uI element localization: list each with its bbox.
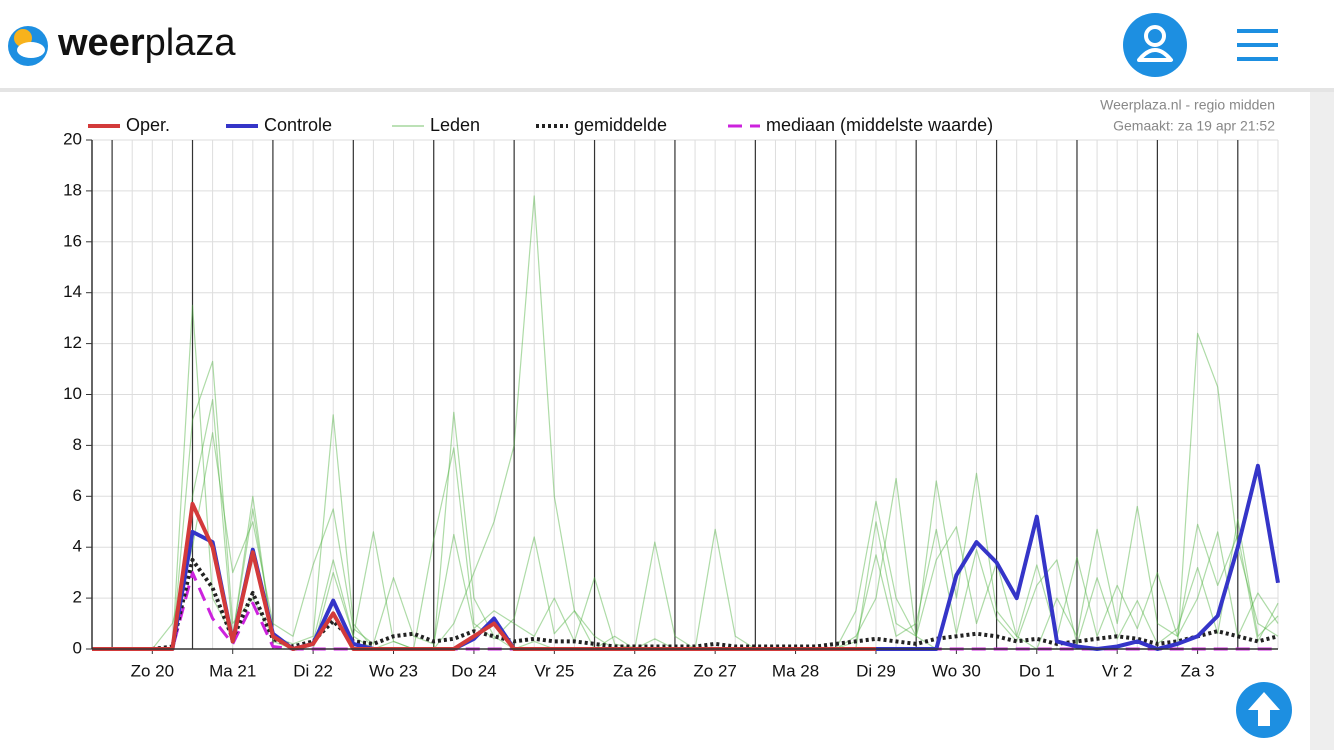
series-line bbox=[92, 557, 1279, 651]
member-line bbox=[92, 195, 1279, 650]
logo-cloud bbox=[17, 42, 45, 58]
scroll-top-arrow bbox=[1248, 692, 1280, 726]
user-head bbox=[1144, 25, 1166, 47]
x-tick-label: Di 22 bbox=[293, 661, 333, 680]
x-tick-label: Vr 25 bbox=[534, 661, 574, 680]
scrollbar bbox=[1310, 88, 1334, 750]
logo-text: weerplaza bbox=[57, 22, 236, 64]
x-tick-label: Di 29 bbox=[856, 661, 896, 680]
scroll-top-button[interactable] bbox=[1236, 682, 1292, 738]
y-tick-label: 16 bbox=[63, 231, 82, 250]
y-tick-label: 2 bbox=[73, 588, 82, 607]
y-tick-label: 6 bbox=[73, 486, 82, 505]
y-tick-label: 4 bbox=[73, 537, 82, 556]
x-tick-label: Zo 20 bbox=[131, 661, 174, 680]
y-tick-label: 12 bbox=[63, 333, 82, 352]
header-shadow bbox=[0, 88, 1334, 92]
x-tick-label: Ma 28 bbox=[772, 661, 819, 680]
chart-made: Gemaakt: za 19 apr 21:52 bbox=[1113, 118, 1275, 134]
x-tick-label: Zo 27 bbox=[693, 661, 736, 680]
y-tick-label: 10 bbox=[63, 384, 82, 403]
header-bg bbox=[0, 0, 1334, 88]
legend-label: Oper. bbox=[126, 115, 170, 135]
legend-label: Leden bbox=[430, 115, 480, 135]
x-tick-label: Za 3 bbox=[1181, 661, 1215, 680]
legend-label: Controle bbox=[264, 115, 332, 135]
y-tick-label: 0 bbox=[73, 638, 82, 657]
x-tick-label: Vr 2 bbox=[1102, 661, 1133, 680]
user-button[interactable] bbox=[1123, 13, 1187, 77]
y-tick-label: 8 bbox=[73, 435, 82, 454]
chart-source: Weerplaza.nl - regio midden bbox=[1100, 97, 1275, 113]
user-body bbox=[1137, 48, 1173, 62]
y-tick-label: 18 bbox=[63, 180, 82, 199]
x-tick-label: Za 26 bbox=[613, 661, 656, 680]
y-tick-label: 14 bbox=[63, 282, 82, 301]
x-tick-label: Wo 30 bbox=[932, 661, 981, 680]
logo-light: plaza bbox=[145, 22, 237, 64]
legend-label: gemiddelde bbox=[574, 115, 667, 135]
x-tick-label: Wo 23 bbox=[369, 661, 418, 680]
x-tick-label: Ma 21 bbox=[209, 661, 256, 680]
y-tick-label: 20 bbox=[63, 129, 82, 148]
chart: 0 2 4 6 8 10 12 14 16 18 20 Zo 20 Ma 21 Di 22 Wo 23 Do … bbox=[63, 97, 1280, 680]
x-tick-label: Do 24 bbox=[451, 661, 496, 680]
logo-bold: weer bbox=[57, 22, 145, 64]
legend-label: mediaan (middelste waarde) bbox=[766, 115, 993, 135]
logo[interactable]: weerplaza bbox=[8, 22, 236, 66]
x-tick-label: Do 1 bbox=[1019, 661, 1055, 680]
menu-button[interactable] bbox=[1237, 29, 1278, 61]
